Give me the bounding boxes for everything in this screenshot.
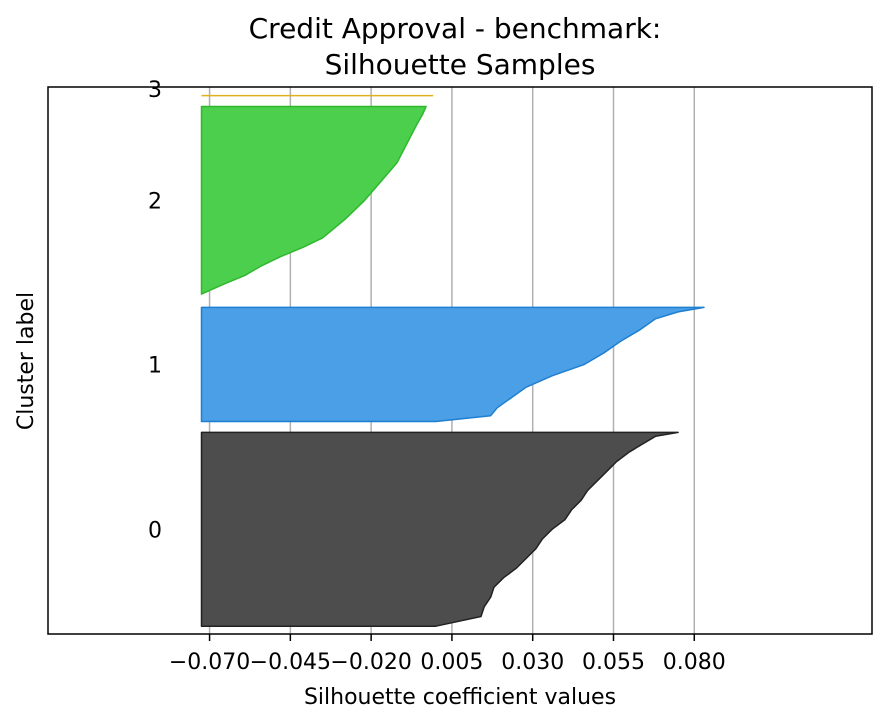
x-tick-label: −0.045	[250, 650, 331, 675]
cluster-0-silhouette	[200, 431, 679, 627]
x-tick-label: 0.080	[663, 650, 726, 675]
cluster-2-silhouette	[200, 105, 427, 295]
x-tick-label: −0.020	[330, 650, 411, 675]
cluster-label-1: 1	[148, 353, 162, 378]
chart-title-line-1: Credit Approval - benchmark:	[249, 12, 662, 45]
cluster-1-silhouette	[200, 306, 705, 423]
cluster-label-3: 3	[148, 78, 162, 103]
cluster-label-0: 0	[148, 518, 162, 543]
cluster-areas	[200, 94, 705, 627]
x-tick-label: 0.055	[582, 650, 645, 675]
x-tick-label: −0.070	[169, 650, 250, 675]
y-axis-label: Cluster label	[14, 292, 39, 430]
cluster-labels: 0 1 2 3	[148, 78, 162, 543]
x-axis-ticks: −0.070 −0.045 −0.020 0.005 0.030 0.055 0.080	[169, 634, 726, 675]
x-tick-label: 0.005	[420, 650, 483, 675]
cluster-label-2: 2	[148, 189, 162, 214]
plot-frame	[47, 86, 873, 635]
x-axis-label: Silhouette coefficient values	[304, 685, 616, 710]
chart-title-line-2: Silhouette Samples	[325, 48, 596, 81]
x-tick-label: 0.030	[501, 650, 564, 675]
